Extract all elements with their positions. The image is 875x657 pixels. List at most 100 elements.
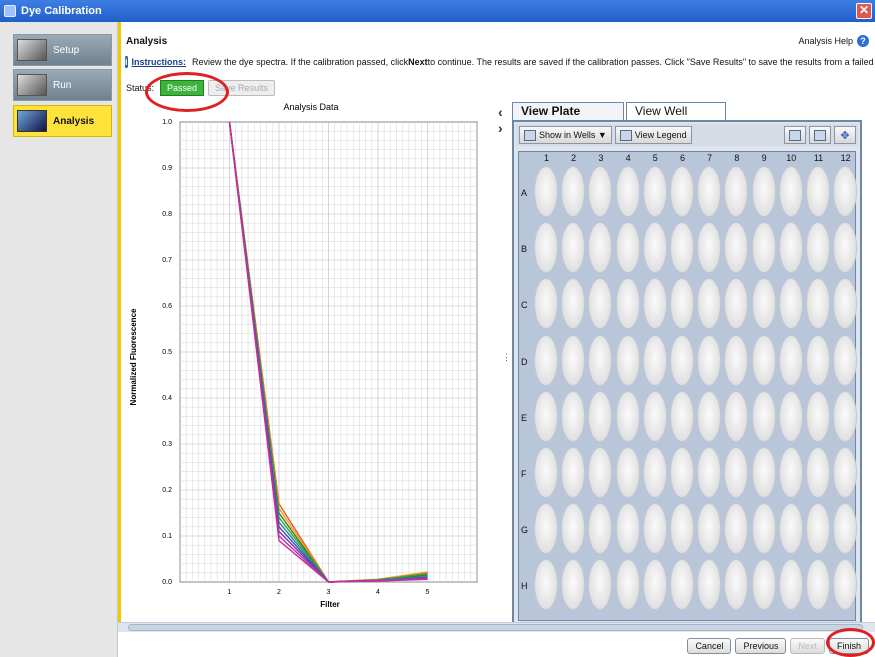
plate-well[interactable]	[642, 559, 667, 611]
plate-well[interactable]	[642, 390, 667, 442]
plate-well[interactable]	[833, 278, 858, 330]
plate-well[interactable]	[833, 222, 858, 274]
nav-item-run[interactable]: Run	[13, 69, 112, 101]
plate-well[interactable]	[670, 503, 694, 555]
plate-well[interactable]	[615, 334, 640, 386]
next-button[interactable]: Next	[790, 638, 825, 654]
plate-well[interactable]	[561, 166, 586, 217]
splitter-handle-icon[interactable]: ⋮	[502, 352, 511, 362]
scrollbar-thumb[interactable]	[128, 624, 863, 631]
plate-well[interactable]	[697, 222, 722, 274]
plate-well[interactable]	[561, 559, 586, 611]
plate-well[interactable]	[561, 447, 586, 498]
plate-well[interactable]	[534, 334, 558, 386]
show-in-wells-button[interactable]: Show in Wells ▼	[519, 126, 612, 144]
plate-well[interactable]	[561, 503, 586, 555]
plate-well[interactable]	[724, 278, 749, 330]
plate-well[interactable]	[833, 447, 858, 498]
plate-well[interactable]	[561, 334, 586, 386]
plate-well[interactable]	[778, 503, 803, 555]
nav-item-analysis[interactable]: Analysis	[13, 105, 112, 137]
plate-well[interactable]	[642, 503, 667, 555]
plate-well[interactable]	[588, 166, 613, 217]
plate-well[interactable]	[806, 278, 830, 330]
plate-well[interactable]	[697, 334, 722, 386]
plate-well[interactable]	[642, 334, 667, 386]
plate-well[interactable]	[615, 503, 640, 555]
plate-well[interactable]	[697, 559, 722, 611]
plate-well[interactable]	[615, 166, 640, 217]
plate-well[interactable]	[751, 390, 776, 442]
plate-well[interactable]	[670, 166, 694, 217]
plate-well[interactable]	[670, 447, 694, 498]
plate-well[interactable]	[588, 447, 613, 498]
plate-well[interactable]	[806, 503, 830, 555]
plate-well[interactable]	[778, 390, 803, 442]
tab-view-well-table[interactable]: View Well Table	[626, 102, 726, 132]
plate-well[interactable]	[833, 559, 858, 611]
plate-well[interactable]	[833, 390, 858, 442]
plate-well[interactable]	[534, 278, 558, 330]
plate-well[interactable]	[751, 278, 776, 330]
plate-well[interactable]	[806, 334, 830, 386]
plate-well[interactable]	[724, 222, 749, 274]
plate-well[interactable]	[615, 222, 640, 274]
plate-well[interactable]	[642, 222, 667, 274]
previous-button[interactable]: Previous	[735, 638, 787, 654]
plate-well[interactable]	[833, 166, 858, 217]
plate-well[interactable]	[806, 390, 830, 442]
plate-well[interactable]	[588, 390, 613, 442]
cancel-button[interactable]: Cancel	[687, 638, 732, 654]
plate-well[interactable]	[697, 278, 722, 330]
horizontal-scrollbar[interactable]	[118, 622, 875, 632]
plate-well[interactable]	[697, 390, 722, 442]
plate-well[interactable]	[778, 447, 803, 498]
plate-well[interactable]	[588, 503, 613, 555]
plate-well[interactable]	[806, 166, 830, 217]
plate-well[interactable]	[778, 222, 803, 274]
plate-well[interactable]	[778, 334, 803, 386]
close-icon[interactable]: ✕	[856, 3, 872, 19]
plate-well[interactable]	[778, 559, 803, 611]
plate-well[interactable]	[833, 334, 858, 386]
plate-well[interactable]	[670, 334, 694, 386]
plate-well[interactable]	[534, 166, 558, 217]
plate-well[interactable]	[615, 447, 640, 498]
plate-well[interactable]	[642, 447, 667, 498]
plate-well[interactable]	[697, 503, 722, 555]
plate-well[interactable]	[588, 334, 613, 386]
zoom-fit-icon[interactable]: ✥	[834, 126, 856, 144]
plate-well[interactable]	[724, 503, 749, 555]
plate-well[interactable]	[642, 278, 667, 330]
plate-well[interactable]	[778, 166, 803, 217]
plate-well[interactable]	[615, 278, 640, 330]
expand-right-arrow-icon[interactable]: ›	[498, 120, 503, 136]
plate-well[interactable]	[670, 559, 694, 611]
plate-well[interactable]	[751, 447, 776, 498]
view-legend-button[interactable]: View Legend	[614, 126, 692, 144]
plate-well[interactable]	[561, 278, 586, 330]
plate-well[interactable]	[751, 222, 776, 274]
plate-well[interactable]	[697, 447, 722, 498]
plate-well[interactable]	[588, 559, 613, 611]
tab-view-plate-layout[interactable]: View Plate Layout	[512, 102, 624, 132]
plate-well[interactable]	[751, 166, 776, 217]
select-columns-icon[interactable]	[809, 126, 831, 144]
collapse-left-arrow-icon[interactable]: ‹	[498, 104, 503, 120]
plate-well[interactable]	[534, 447, 558, 498]
plate-well[interactable]	[778, 278, 803, 330]
plate-well[interactable]	[588, 222, 613, 274]
plate-well[interactable]	[806, 447, 830, 498]
plate-well[interactable]	[833, 503, 858, 555]
plate-well[interactable]	[534, 559, 558, 611]
select-wells-icon[interactable]	[784, 126, 806, 144]
plate-well[interactable]	[670, 390, 694, 442]
plate-well[interactable]	[724, 390, 749, 442]
plate-well[interactable]	[670, 278, 694, 330]
plate-well[interactable]	[751, 503, 776, 555]
plate-well[interactable]	[642, 166, 667, 217]
plate-well[interactable]	[751, 334, 776, 386]
plate-well[interactable]	[724, 166, 749, 217]
analysis-help-link[interactable]: Analysis Help ?	[798, 35, 869, 47]
plate-well[interactable]	[806, 222, 830, 274]
